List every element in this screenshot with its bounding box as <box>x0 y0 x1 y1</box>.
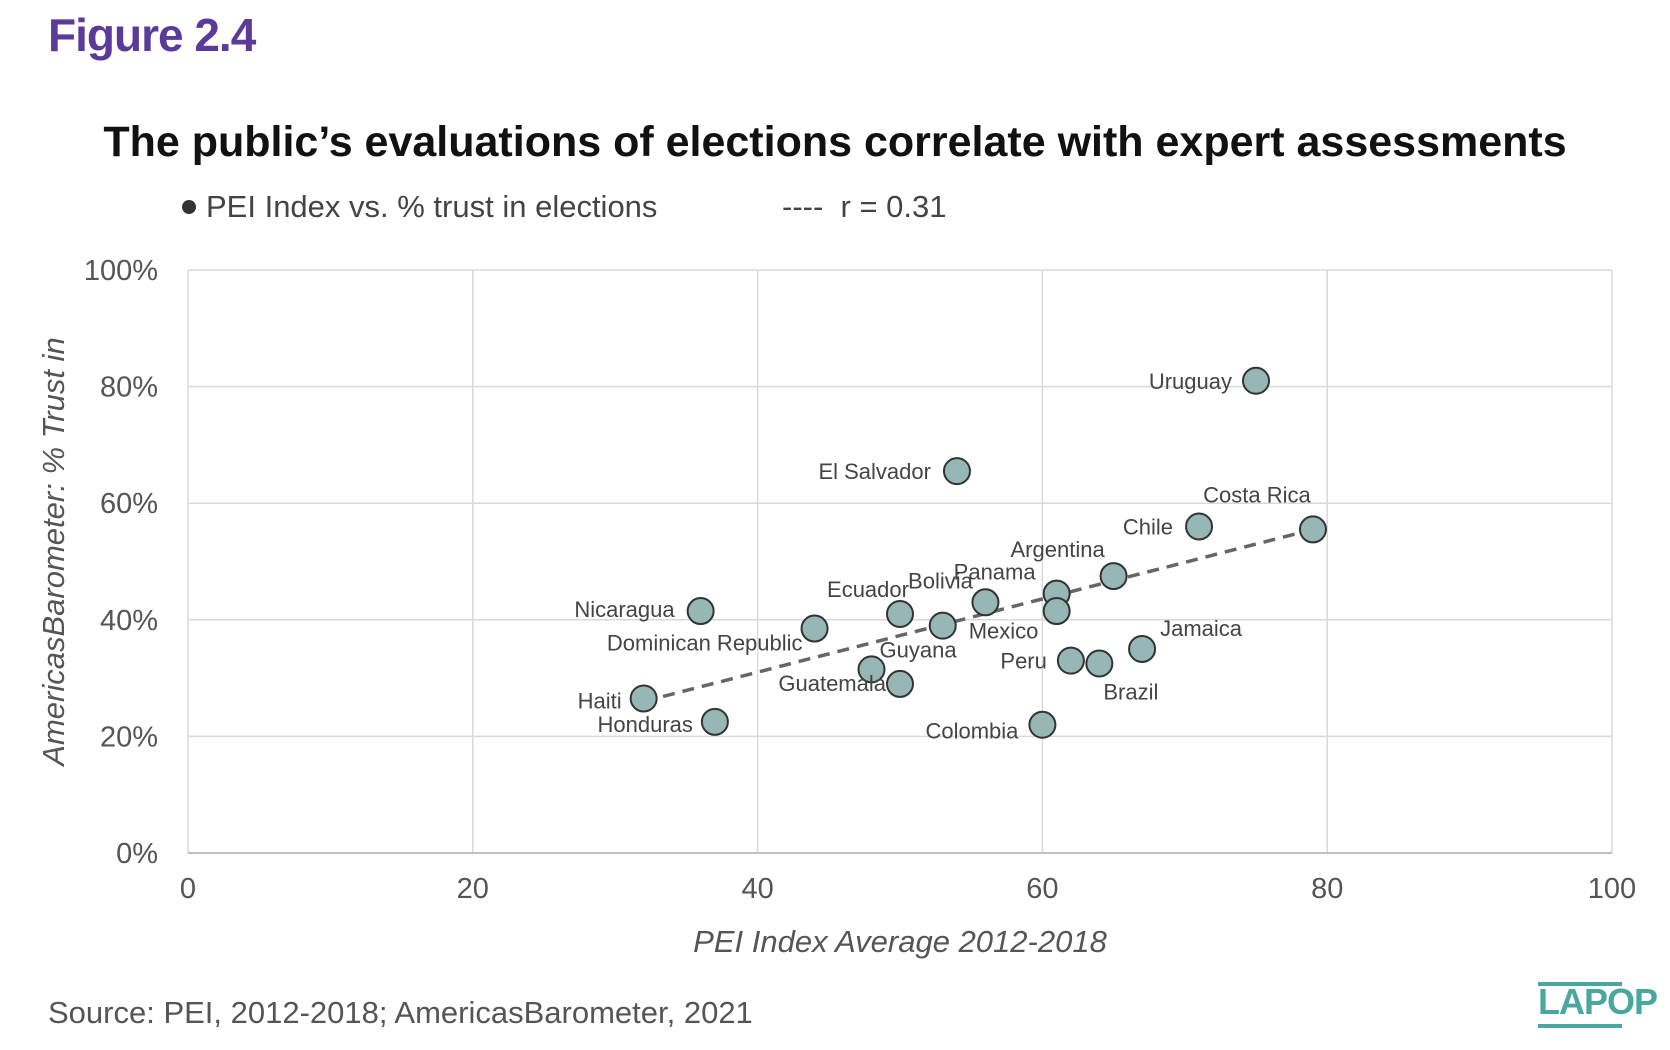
point-label: Peru <box>1000 649 1046 674</box>
scatter-plot: 0 20 40 60 80 100 0% 20% 40% 60% 80% 100% Uruguay E… <box>36 255 1636 959</box>
point-label: Haiti <box>578 689 622 714</box>
chart-title: The public’s evaluations of elections co… <box>103 118 1567 166</box>
legend: PEI Index vs. % trust in elections ---- … <box>182 189 947 225</box>
trendline-group <box>643 527 1314 704</box>
source-note: Source: PEI, 2012-2018; AmericasBaromete… <box>48 995 753 1030</box>
x-tick-label: 60 <box>1026 873 1058 905</box>
point-label: Brazil <box>1103 680 1158 705</box>
legend-trend-entry: ---- r = 0.31 <box>782 189 947 225</box>
data-point <box>700 707 729 736</box>
y-tick-label: 0% <box>116 838 158 870</box>
data-point <box>1085 649 1114 678</box>
trendline <box>643 527 1314 704</box>
data-point <box>1128 634 1157 663</box>
data-point <box>1056 646 1085 675</box>
point-label: Dominican Republic <box>607 631 803 656</box>
lapop-logo: LAPOP <box>1538 981 1658 1022</box>
data-point <box>629 684 658 713</box>
legend-marker-icon <box>182 199 196 214</box>
point-label: Argentina <box>1011 537 1106 562</box>
point-label: Panama <box>954 560 1037 585</box>
point-label: Ecuador <box>827 577 909 602</box>
data-point <box>886 599 914 628</box>
data-point <box>942 457 971 486</box>
legend-trend-label: r = 0.31 <box>840 189 947 224</box>
point-labels: Uruguay El Salvador Costa Rica Chile Argenti… <box>574 369 1311 744</box>
y-tick-label: 60% <box>100 488 158 520</box>
data-point <box>1042 597 1071 626</box>
data-point <box>1028 710 1057 739</box>
figure-label: Figure 2.4 <box>48 9 256 61</box>
point-label: Uruguay <box>1149 369 1232 394</box>
gridlines <box>187 269 1613 854</box>
point-label: Chile <box>1123 515 1173 540</box>
data-point <box>1099 562 1128 591</box>
data-point <box>886 669 914 698</box>
point-label: Nicaragua <box>574 597 675 622</box>
x-tick-label: 40 <box>741 873 773 905</box>
data-points <box>629 366 1327 739</box>
point-label: El Salvador <box>818 459 931 484</box>
point-label: Mexico <box>969 619 1039 644</box>
logo-bar-top <box>1538 982 1622 986</box>
y-axis-label: AmericasBarometer: % Trust in <box>36 337 71 767</box>
point-label: Guyana <box>880 637 958 662</box>
point-label: Costa Rica <box>1203 482 1311 507</box>
y-axis-ticks: 0% 20% 40% 60% 80% 100% <box>84 255 158 870</box>
point-label: Guatemala <box>778 671 886 696</box>
legend-trend-symbol: ---- <box>782 189 824 224</box>
point-label: Honduras <box>597 712 692 737</box>
y-tick-label: 80% <box>100 372 158 404</box>
x-tick-label: 0 <box>180 873 196 905</box>
data-point <box>686 597 715 626</box>
x-tick-label: 20 <box>457 873 489 905</box>
data-point <box>1242 366 1270 395</box>
y-tick-label: 40% <box>100 605 158 637</box>
logo-bar-bottom <box>1538 1024 1622 1028</box>
point-label: Bolivia <box>908 568 974 593</box>
point-label: Jamaica <box>1160 616 1243 641</box>
x-axis-label: PEI Index Average 2012-2018 <box>693 924 1107 959</box>
data-point <box>971 588 1000 617</box>
data-point <box>800 614 829 643</box>
point-label: Colombia <box>925 719 1019 744</box>
data-point <box>1185 512 1214 541</box>
x-tick-label: 80 <box>1311 873 1343 905</box>
x-tick-label: 100 <box>1588 873 1636 905</box>
data-point <box>857 655 886 684</box>
data-point <box>1298 515 1327 544</box>
data-point <box>928 611 957 640</box>
x-axis-ticks: 0 20 40 60 80 100 <box>180 873 1636 905</box>
y-tick-label: 100% <box>84 255 158 287</box>
legend-series-label: PEI Index vs. % trust in elections <box>206 189 658 224</box>
y-tick-label: 20% <box>100 721 158 753</box>
